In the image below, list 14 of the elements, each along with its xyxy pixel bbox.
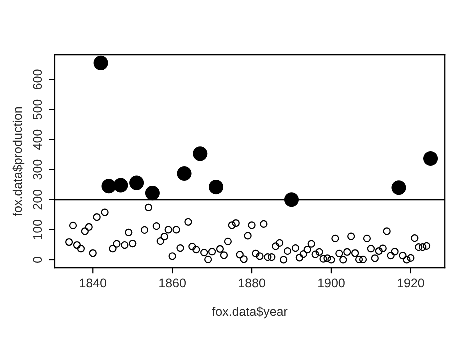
y-tick-label: 500: [33, 100, 42, 120]
y-axis-title: fox.data$production: [12, 107, 25, 216]
x-tick-label: 1900: [318, 278, 345, 288]
x-tick-label: 1880: [239, 278, 266, 288]
y-tick-label: 200: [33, 190, 42, 210]
y-tick-label: 300: [33, 160, 42, 180]
x-tick-label: 1840: [80, 278, 107, 288]
x-axis-title: fox.data$year: [212, 306, 288, 319]
x-tick-label: 1920: [398, 278, 424, 288]
x-tick-label: 1860: [160, 278, 186, 288]
y-tick-label: 600: [33, 70, 42, 90]
y-tick-label: 400: [33, 130, 42, 150]
y-tick-label: 100: [33, 220, 42, 240]
y-tick-label: 0: [33, 256, 42, 263]
